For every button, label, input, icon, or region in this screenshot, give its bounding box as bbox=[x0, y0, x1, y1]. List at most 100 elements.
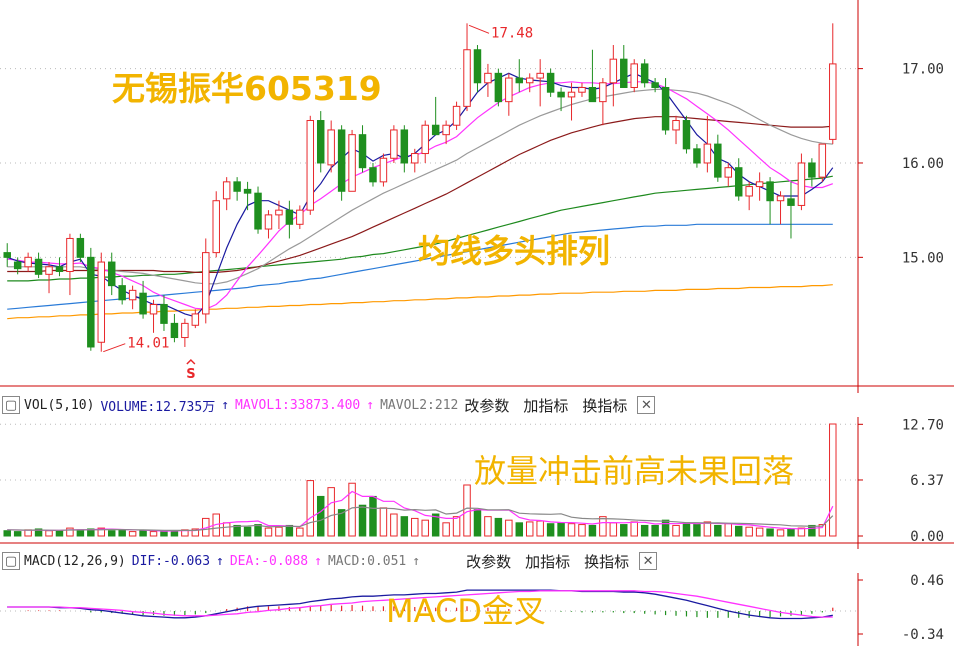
candle-body bbox=[202, 252, 210, 315]
macd-add-indicator-button[interactable]: 加指标 bbox=[525, 552, 571, 571]
volume-bar bbox=[243, 526, 252, 537]
vol-change-params-button[interactable]: 改参数 bbox=[464, 396, 510, 415]
candle-body bbox=[348, 134, 356, 192]
candle-body bbox=[160, 304, 168, 324]
candle-body bbox=[222, 181, 231, 200]
candle-body bbox=[97, 261, 106, 343]
macd-panel-header: ▢ MACD(12,26,9) DIF:-0.063 ↑ DEA:-0.088 … bbox=[0, 549, 860, 573]
volume-bar bbox=[766, 528, 774, 537]
candle-body bbox=[400, 129, 409, 164]
volume-bar bbox=[494, 517, 503, 537]
candle-body bbox=[275, 209, 283, 216]
vol-close-icon[interactable]: ✕ bbox=[637, 396, 656, 414]
macd-change-params-button[interactable]: 改参数 bbox=[466, 552, 512, 571]
low-price-label: 14.01 bbox=[127, 336, 169, 352]
volume-bar bbox=[233, 524, 241, 537]
volume-bar bbox=[578, 524, 586, 537]
candle-body bbox=[494, 72, 503, 103]
candle-body bbox=[588, 86, 597, 103]
candle-body bbox=[55, 266, 64, 272]
candle-body bbox=[243, 188, 252, 194]
volume-bar bbox=[139, 530, 147, 537]
vol-volume-value: VOLUME:12.735万 bbox=[100, 399, 216, 415]
macd-histogram-value: MACD:0.051 bbox=[327, 553, 407, 569]
macd-close-icon[interactable]: ✕ bbox=[639, 552, 658, 570]
macd-tick-label: 0.46 bbox=[910, 573, 944, 589]
volume-bar bbox=[275, 526, 283, 537]
candle-body bbox=[703, 143, 712, 164]
candle-body bbox=[327, 129, 335, 166]
macd-line-dea bbox=[7, 590, 833, 618]
candle-body bbox=[724, 167, 733, 178]
candle-body bbox=[431, 124, 440, 136]
candle-body bbox=[682, 120, 691, 150]
volume-bar bbox=[787, 528, 795, 537]
volume-bar bbox=[160, 531, 168, 537]
volume-bar bbox=[745, 526, 753, 537]
volume-bar bbox=[703, 521, 712, 537]
volume-bar bbox=[473, 509, 482, 537]
arrow-up-icon: ↑ bbox=[216, 553, 224, 569]
volume-bar bbox=[337, 509, 346, 537]
candle-body bbox=[233, 181, 241, 192]
vol-mavol1-value: MAVOL1:33873.400 bbox=[235, 397, 361, 413]
volume-bar bbox=[755, 527, 764, 537]
macd-panel-collapse-icon[interactable]: ▢ bbox=[2, 552, 20, 570]
volume-bar bbox=[296, 527, 304, 537]
candle-body bbox=[285, 209, 294, 225]
candle-body bbox=[818, 143, 827, 178]
volume-bar bbox=[682, 522, 691, 537]
candle-body bbox=[337, 129, 346, 192]
candle-body bbox=[515, 77, 524, 84]
volume-bar bbox=[390, 513, 398, 537]
volume-bar bbox=[463, 484, 471, 537]
candle-body bbox=[578, 86, 586, 93]
candle-body bbox=[640, 63, 649, 84]
candle-body bbox=[630, 63, 638, 88]
macd-dea-value: DEA:-0.088 bbox=[229, 553, 309, 569]
candle-body bbox=[128, 289, 137, 301]
candle-body bbox=[463, 49, 471, 107]
candle-body bbox=[76, 237, 85, 258]
candle-body bbox=[609, 58, 618, 84]
volume-bar bbox=[358, 504, 367, 537]
candle-body bbox=[421, 124, 429, 155]
volume-bar bbox=[630, 521, 638, 537]
candle-body bbox=[191, 313, 200, 326]
candle-body bbox=[452, 105, 461, 126]
ma-line-ma20 bbox=[7, 88, 833, 285]
volume-bar bbox=[693, 524, 701, 537]
vol-switch-indicator-button[interactable]: 换指标 bbox=[582, 396, 628, 415]
volume-bar bbox=[661, 519, 670, 537]
macd-line-dif bbox=[7, 589, 833, 620]
candle-body bbox=[484, 72, 492, 84]
volume-bar bbox=[525, 521, 534, 537]
candle-body bbox=[66, 237, 74, 272]
sell-signal-marker: S bbox=[186, 367, 195, 382]
vol-panel-collapse-icon[interactable]: ▢ bbox=[2, 396, 20, 414]
macd-indicator-name: MACD(12,26,9) bbox=[24, 553, 126, 569]
volume-bar bbox=[557, 522, 565, 537]
macd-switch-indicator-button[interactable]: 换指标 bbox=[584, 552, 630, 571]
candle-body bbox=[808, 162, 816, 178]
candle-body bbox=[24, 256, 32, 268]
high-price-label: 17.48 bbox=[491, 25, 533, 41]
volume-bar bbox=[400, 516, 409, 537]
volume-bar bbox=[431, 513, 440, 537]
volume-bar bbox=[724, 523, 733, 537]
candle-body bbox=[358, 134, 367, 169]
candle-body bbox=[264, 214, 273, 230]
volume-bar bbox=[13, 531, 22, 537]
candle-body bbox=[13, 261, 22, 270]
candle-body bbox=[379, 157, 388, 183]
volume-bar bbox=[222, 522, 231, 537]
candle-body bbox=[3, 252, 11, 258]
volume-bar bbox=[327, 487, 335, 537]
volume-bar bbox=[672, 524, 680, 537]
volume-bar bbox=[484, 516, 492, 537]
vol-add-indicator-button[interactable]: 加指标 bbox=[523, 396, 569, 415]
volume-bar bbox=[107, 530, 116, 537]
volume-line-mavol2 bbox=[7, 506, 834, 531]
price-tick-label: 17.00 bbox=[902, 62, 944, 78]
volume-bar bbox=[76, 529, 85, 537]
